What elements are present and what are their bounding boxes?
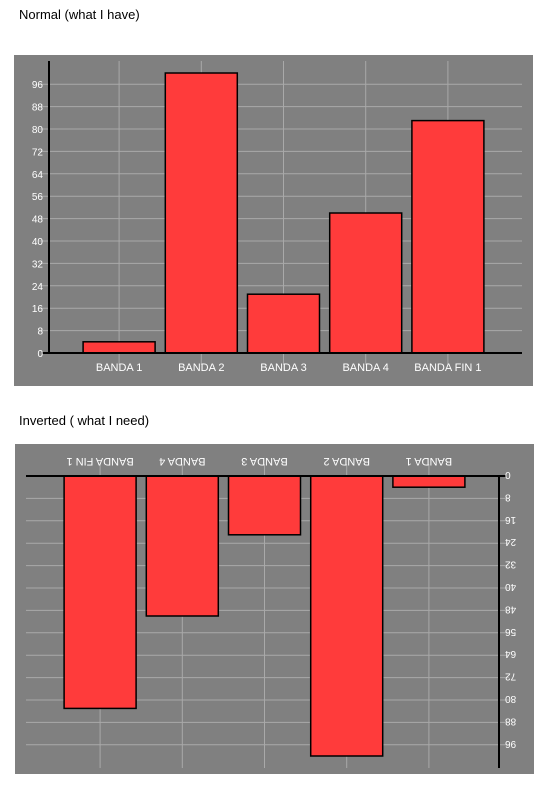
x-category-label: BANDA 3 bbox=[241, 455, 287, 467]
y-tick-label: 0 bbox=[37, 349, 43, 360]
chart-group: 0 8 16 24 32 40 48 56 64 72 80 88 96 BANDA 1 BANDA 2 BA… bbox=[26, 455, 516, 768]
y-tick-label: 56 bbox=[505, 626, 517, 637]
x-category-label: BANDA 4 bbox=[342, 362, 388, 374]
inverted-bar-chart: 0 8 16 24 32 40 48 56 64 72 80 88 96 BANDA 1 BANDA 2 BA… bbox=[26, 455, 516, 768]
y-tick-label: 16 bbox=[32, 304, 44, 315]
y-tick-label: 64 bbox=[32, 170, 44, 181]
bar bbox=[227, 475, 302, 536]
y-tick-label: 48 bbox=[505, 603, 517, 614]
y-tick-label: 32 bbox=[505, 559, 517, 570]
y-tick-label: 8 bbox=[505, 491, 511, 502]
normal-bar-chart: 0 8 16 24 32 40 48 56 64 72 80 88 96 BANDA 1 BANDA 2 BA… bbox=[32, 61, 522, 374]
y-tick-label: 96 bbox=[505, 738, 517, 749]
bar bbox=[63, 475, 137, 710]
y-tick-label: 40 bbox=[32, 237, 44, 248]
x-category-label: BANDA 2 bbox=[323, 455, 369, 467]
bar bbox=[309, 475, 384, 757]
inverted-chart-heading: Inverted ( what I need) bbox=[19, 413, 150, 428]
bar bbox=[82, 341, 156, 354]
bar bbox=[164, 72, 239, 354]
inverted-chart-panel: 0 8 16 24 32 40 48 56 64 72 80 88 96 BANDA 1 BANDA 2 BA… bbox=[15, 444, 534, 774]
x-category-label: BANDA 1 bbox=[406, 455, 452, 467]
x-category-label: BANDA 3 bbox=[260, 362, 306, 374]
bar bbox=[328, 212, 403, 354]
normal-chart-panel: 0 8 16 24 32 40 48 56 64 72 80 88 96 BANDA 1 BANDA 2 BA… bbox=[14, 55, 533, 386]
y-tick-label: 0 bbox=[505, 469, 511, 480]
y-tick-label: 72 bbox=[32, 147, 44, 158]
bar bbox=[145, 475, 220, 617]
y-tick-label: 72 bbox=[505, 671, 517, 682]
chart-group: 0 8 16 24 32 40 48 56 64 72 80 88 96 BANDA 1 BANDA 2 BA… bbox=[32, 61, 522, 374]
y-tick-label: 80 bbox=[32, 125, 44, 136]
y-tick-label: 32 bbox=[32, 259, 44, 270]
bar bbox=[411, 119, 485, 354]
bar bbox=[246, 293, 321, 354]
y-tick-label: 80 bbox=[505, 693, 517, 704]
y-tick-label: 48 bbox=[32, 215, 44, 226]
y-tick-label: 96 bbox=[32, 80, 44, 91]
y-tick-label: 8 bbox=[37, 327, 43, 338]
x-category-label: BANDA 4 bbox=[159, 455, 205, 467]
y-tick-label: 24 bbox=[505, 536, 517, 547]
y-tick-label: 16 bbox=[505, 514, 517, 525]
bar bbox=[392, 475, 466, 488]
y-tick-label: 88 bbox=[505, 715, 517, 726]
y-tick-label: 24 bbox=[32, 282, 44, 293]
x-category-label: BANDA FIN 1 bbox=[66, 455, 133, 467]
y-tick-label: 88 bbox=[32, 103, 44, 114]
x-category-label: BANDA 2 bbox=[178, 362, 224, 374]
y-tick-label: 64 bbox=[505, 648, 517, 659]
x-category-label: BANDA 1 bbox=[96, 362, 142, 374]
normal-chart-heading: Normal (what I have) bbox=[19, 7, 140, 22]
y-tick-label: 40 bbox=[505, 581, 517, 592]
y-tick-label: 56 bbox=[32, 192, 44, 203]
x-category-label: BANDA FIN 1 bbox=[414, 362, 481, 374]
